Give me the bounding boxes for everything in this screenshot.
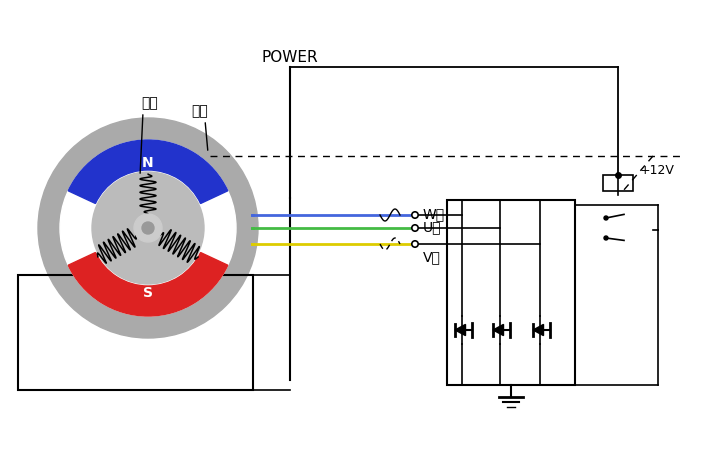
Circle shape	[142, 222, 154, 234]
Circle shape	[60, 140, 236, 316]
Text: 定子: 定子	[192, 104, 208, 118]
Circle shape	[134, 214, 162, 242]
Polygon shape	[493, 324, 504, 336]
Circle shape	[412, 212, 418, 218]
Circle shape	[412, 225, 418, 231]
Polygon shape	[455, 324, 465, 336]
Circle shape	[604, 216, 608, 220]
Text: 转子: 转子	[142, 96, 158, 110]
Polygon shape	[533, 324, 544, 336]
Text: POWER: POWER	[261, 50, 318, 66]
Text: +12V: +12V	[640, 163, 675, 176]
Circle shape	[38, 118, 258, 338]
Wedge shape	[68, 140, 228, 203]
Bar	[447, 200, 575, 385]
Text: N: N	[142, 156, 154, 170]
Text: V相: V相	[423, 250, 441, 264]
Bar	[603, 175, 633, 191]
Text: U相: U相	[423, 220, 441, 234]
Circle shape	[604, 236, 608, 240]
Text: W相: W相	[423, 207, 445, 221]
Circle shape	[412, 241, 418, 247]
Circle shape	[92, 172, 204, 284]
Text: S: S	[143, 286, 153, 300]
Wedge shape	[68, 252, 228, 316]
Bar	[18, 275, 253, 390]
